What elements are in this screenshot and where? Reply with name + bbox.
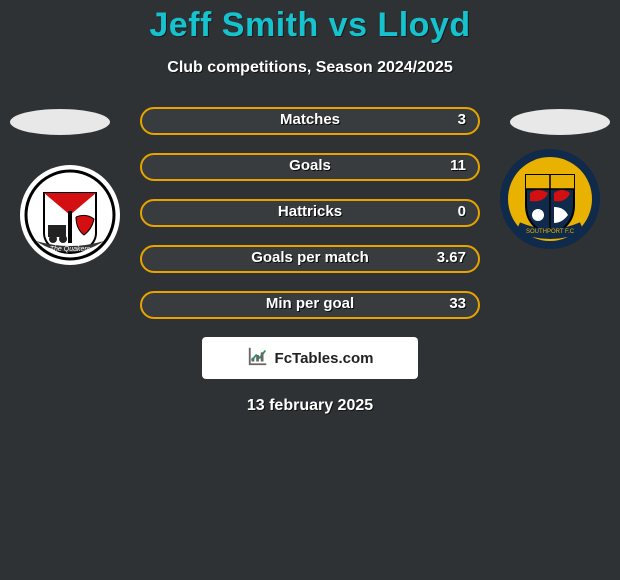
stat-area: The Quakers SOUTHPORT F.C Matches 3 Goal… [0, 107, 620, 415]
subtitle: Club competitions, Season 2024/2025 [0, 59, 620, 77]
stat-value: 33 [449, 295, 466, 312]
stat-row-min-per-goal: Min per goal 33 [140, 291, 480, 319]
stat-value: 0 [458, 203, 466, 220]
club-crest-left: The Quakers [20, 161, 120, 269]
stat-row-goals-per-match: Goals per match 3.67 [140, 245, 480, 273]
stat-row-matches: Matches 3 [140, 107, 480, 135]
stat-value: 3 [458, 111, 466, 128]
brand-text: FcTables.com [275, 350, 374, 367]
stat-label: Hattricks [142, 203, 478, 220]
brand-badge[interactable]: FcTables.com [202, 337, 418, 379]
stat-rows: Matches 3 Goals 11 Hattricks 0 Goals per… [140, 107, 480, 319]
svg-text:The Quakers: The Quakers [50, 246, 91, 253]
player-photo-right [510, 109, 610, 135]
stat-label: Matches [142, 111, 478, 128]
stat-label: Goals [142, 157, 478, 174]
stat-row-goals: Goals 11 [140, 153, 480, 181]
date-text: 13 february 2025 [10, 397, 610, 415]
svg-text:SOUTHPORT F.C: SOUTHPORT F.C [526, 229, 575, 235]
club-crest-right: SOUTHPORT F.C [500, 149, 600, 247]
page-title: Jeff Smith vs Lloyd [0, 0, 620, 45]
stat-row-hattricks: Hattricks 0 [140, 199, 480, 227]
stat-label: Min per goal [142, 295, 478, 312]
stat-value: 3.67 [437, 249, 466, 266]
chart-icon [247, 345, 269, 372]
stat-label: Goals per match [142, 249, 478, 266]
stat-value: 11 [450, 157, 466, 174]
player-photo-left [10, 109, 110, 135]
